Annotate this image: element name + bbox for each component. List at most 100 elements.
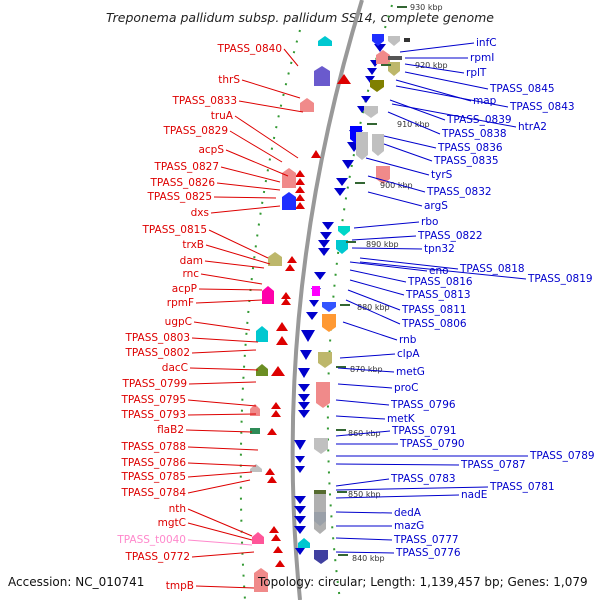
gene-arrow[interactable] [298,402,310,410]
gene-label-right[interactable]: TPASS_0819 [527,273,593,285]
gene-arrow[interactable] [365,76,375,83]
gene-label-right[interactable]: TPASS_0836 [437,142,503,154]
gene-label-left[interactable]: TPASS_0803 [124,332,190,344]
gene-label-left[interactable]: acpS [198,144,224,156]
gene-arrow[interactable] [295,178,305,185]
gene-label-right[interactable]: TPASS_0816 [407,276,473,288]
gene-arrow[interactable] [318,240,330,248]
gene-label-left[interactable]: TPASS_0772 [124,551,190,563]
gene-label-left[interactable]: TPASS_0827 [153,161,219,173]
gene-block[interactable] [338,226,350,236]
gene-block[interactable] [322,302,336,312]
gene-arrow[interactable] [311,150,321,158]
gene-label-right[interactable]: proC [394,382,419,394]
gene-label-right[interactable]: TPASS_0777 [393,534,459,546]
gene-arrow[interactable] [295,456,305,463]
gene-block[interactable] [318,36,332,46]
gene-label-left[interactable]: tmpB [166,580,194,592]
gene-arrow[interactable] [318,248,330,256]
gene-label-right[interactable]: rbo [421,216,438,228]
gene-label-right[interactable]: eno [429,265,449,277]
gene-arrow[interactable] [281,298,291,305]
gene-block[interactable] [300,98,314,112]
gene-block[interactable] [298,538,310,548]
gene-block[interactable] [316,382,330,408]
gene-label-left[interactable]: TPASS_0840 [216,43,282,55]
gene-arrow[interactable] [342,160,354,169]
gene-label-right[interactable]: nadE [461,489,487,501]
gene-arrow[interactable] [295,202,305,209]
gene-label-left[interactable]: trxB [182,239,204,251]
gene-arrow[interactable] [267,428,277,435]
gene-label-left[interactable]: mgtC [158,517,186,529]
gene-block[interactable] [314,550,328,564]
gene-arrow[interactable] [334,188,346,196]
gene-block[interactable] [372,34,384,46]
gene-block[interactable] [262,286,274,304]
gene-block[interactable] [314,438,328,454]
gene-arrow[interactable] [281,292,291,299]
gene-arrow[interactable] [271,366,285,376]
gene-label-right[interactable]: TPASS_0791 [391,425,457,437]
gene-arrow[interactable] [269,526,279,533]
gene-label-right[interactable]: TPASS_0781 [489,481,555,493]
gene-arrow[interactable] [294,506,306,514]
gene-block[interactable] [314,512,326,526]
gene-arrow[interactable] [361,96,371,103]
gene-arrow[interactable] [320,232,332,240]
gene-label-right[interactable]: TPASS_0843 [509,101,575,113]
gene-arrow[interactable] [273,546,283,553]
gene-label-right[interactable]: TPASS_0845 [489,83,555,95]
gene-label-left[interactable]: TPASS_0788 [120,441,186,453]
gene-block[interactable] [318,352,332,368]
gene-label-right[interactable]: infC [476,37,497,49]
gene-arrow[interactable] [271,410,281,417]
gene-arrow[interactable] [294,496,306,504]
gene-arrow[interactable] [285,264,295,271]
gene-label-left[interactable]: TPASS_0802 [124,347,190,359]
gene-arrow[interactable] [309,300,319,307]
gene-label-left[interactable]: truA [211,110,234,122]
gene-arrow[interactable] [295,194,305,201]
gene-label-right[interactable]: clpA [397,348,420,360]
gene-block[interactable] [322,314,336,332]
gene-arrow[interactable] [298,368,310,378]
gene-arrow[interactable] [336,178,348,186]
gene-label-right[interactable]: TPASS_0806 [401,318,467,330]
gene-arrow[interactable] [298,384,310,392]
gene-block[interactable] [388,36,400,46]
gene-label-right[interactable]: TPASS_0790 [399,438,465,450]
gene-label-right[interactable]: metG [396,366,425,378]
gene-arrow[interactable] [276,336,288,345]
gene-block[interactable] [314,66,330,86]
gene-arrow[interactable] [295,548,305,555]
gene-label-left[interactable]: TPASS_t0040 [116,534,186,546]
gene-label-left[interactable]: TPASS_0825 [146,191,212,203]
gene-arrow[interactable] [298,394,310,402]
gene-block[interactable] [282,192,296,210]
gene-block[interactable] [254,568,268,592]
gene-block[interactable] [282,168,296,188]
gene-label-left[interactable]: TPASS_0815 [141,224,207,236]
gene-label-left[interactable]: TPASS_0826 [149,177,215,189]
gene-block[interactable] [252,532,264,544]
gene-label-left[interactable]: TPASS_0786 [120,457,186,469]
gene-label-right[interactable]: TPASS_0838 [441,128,507,140]
gene-label-left[interactable]: TPASS_0784 [120,487,186,499]
gene-label-left[interactable]: rnc [182,268,199,280]
gene-arrow[interactable] [301,330,315,342]
gene-label-left[interactable]: dam [180,255,203,267]
gene-block[interactable] [250,404,260,416]
gene-label-right[interactable]: TPASS_0832 [426,186,492,198]
gene-label-right[interactable]: dedA [394,507,422,519]
gene-label-right[interactable]: rpmI [470,52,494,64]
gene-arrow[interactable] [300,350,312,360]
gene-label-right[interactable]: map [473,95,497,107]
gene-arrow[interactable] [374,44,386,52]
gene-label-left[interactable]: acpP [172,283,197,295]
gene-label-right[interactable]: rplT [466,67,487,79]
gene-label-right[interactable]: TPASS_0839 [446,114,512,126]
gene-block[interactable] [256,326,268,342]
gene-arrow[interactable] [267,476,277,483]
gene-arrow[interactable] [294,516,306,524]
